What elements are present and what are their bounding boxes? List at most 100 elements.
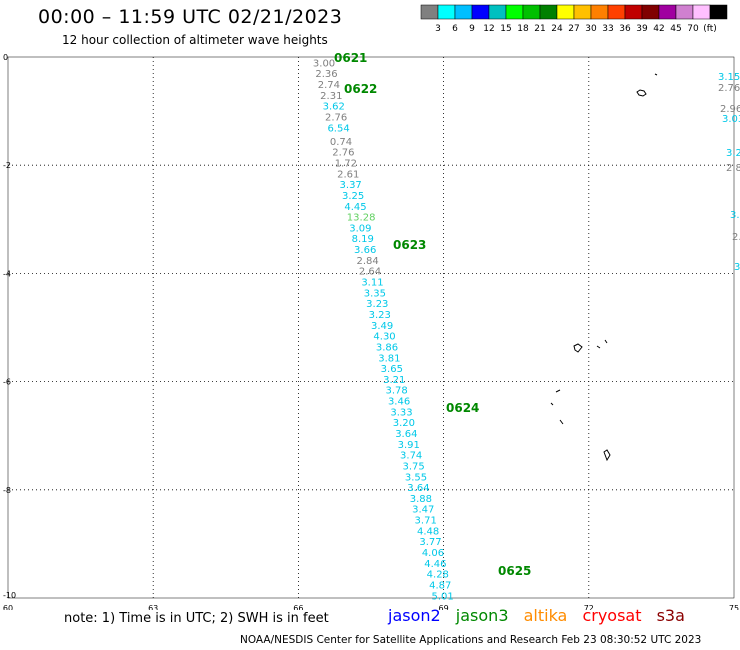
- colorbar-label: (ft): [703, 24, 717, 34]
- wave-height-label: 3.47: [412, 505, 434, 516]
- wave-height-label: 2.74: [318, 80, 340, 91]
- wave-height-label: 3.78: [386, 386, 408, 397]
- wave-height-label: 3.62: [323, 102, 345, 113]
- svg-text:3.: 3.: [730, 210, 740, 221]
- svg-text:3: 3: [734, 262, 740, 273]
- wave-height-label: 3.55: [405, 472, 427, 483]
- wave-height-label: 3.65: [381, 364, 403, 375]
- colorbar-label: 24: [551, 24, 563, 34]
- wave-height-label: 3.74: [400, 451, 422, 462]
- wave-height-label: 3.46: [388, 397, 410, 408]
- wave-height-label: 4.30: [373, 332, 395, 343]
- svg-text:3.2: 3.2: [726, 148, 740, 159]
- wave-height-label: 3.35: [364, 288, 386, 299]
- colorbar-label: 39: [636, 24, 648, 34]
- color-scale-bar: 3 6 9 12 15 18 21 24 27 30 33 36 39 42 45 70 (ft): [420, 4, 728, 34]
- island-outlines: [550, 73, 658, 462]
- colorbar-swatch: [709, 4, 728, 20]
- wave-height-label: 3.88: [410, 494, 432, 505]
- wave-height-label: 13.28: [347, 213, 376, 224]
- colorbar-label: 3: [435, 24, 441, 34]
- lon-tick-label: 72: [584, 604, 594, 610]
- lat-tick-label: -2: [3, 161, 11, 170]
- wave-height-label: 4.45: [344, 202, 366, 213]
- pass-time-labels: 0621 0622 0623 0624 0625: [334, 51, 531, 578]
- colorbar-label: 12: [483, 24, 494, 34]
- wave-height-label: 2.31: [320, 91, 342, 102]
- wave-height-label: 2.76: [332, 148, 354, 159]
- colorbar-label: 70: [687, 24, 699, 34]
- colorbar-label: 9: [469, 24, 475, 34]
- footnote: note: 1) Time is in UTC; 2) SWH is in fe…: [64, 611, 329, 626]
- lon-tick-label: 66: [293, 604, 303, 610]
- wave-height-label: 3.11: [361, 278, 383, 289]
- wave-height-label: 4.06: [422, 548, 444, 559]
- page-subtitle: 12 hour collection of altimeter wave hei…: [62, 33, 328, 47]
- wave-height-label: 3.86: [376, 342, 398, 353]
- wave-height-map: 60 63 66 69 72 75 0 -2 -4 -6 -8 -10 3.15 2.76 2.96 …: [3, 51, 740, 610]
- pass-label: 0625: [498, 564, 531, 578]
- lon-tick-label: 63: [148, 604, 158, 610]
- map-grid: 60 63 66 69 72 75 0 -2 -4 -6 -8 -10: [3, 53, 739, 610]
- wave-height-label: 2.76: [325, 113, 347, 124]
- legend-s3a: s3a: [656, 606, 685, 625]
- adjacent-track-fragments: 3.15 2.76 2.96 3.03 3.2 2.8 3. 2. 3: [718, 72, 740, 273]
- wave-height-label: 3.25: [342, 191, 364, 202]
- wave-height-label: 2.61: [337, 169, 359, 180]
- wave-height-label: 3.37: [340, 180, 362, 191]
- wave-height-label: 3.33: [390, 407, 412, 418]
- svg-text:3.15: 3.15: [718, 72, 740, 83]
- svg-text:2.96: 2.96: [720, 104, 740, 115]
- svg-text:2.76: 2.76: [718, 83, 740, 94]
- wave-height-label: 5.01: [432, 591, 454, 602]
- lat-tick-label: -4: [3, 269, 11, 278]
- colorbar-label: 15: [500, 24, 511, 34]
- wave-height-label: 8.19: [352, 234, 374, 245]
- wave-height-label: 3.00: [313, 58, 335, 69]
- wave-height-label: 3.64: [395, 429, 417, 440]
- colorbar-label: 45: [670, 24, 681, 34]
- wave-height-label: 3.77: [419, 537, 441, 548]
- lat-tick-label: 0: [3, 53, 8, 62]
- wave-height-label: 2.84: [356, 256, 378, 267]
- wave-height-label: 2.36: [315, 69, 337, 80]
- wave-height-label: 3.20: [393, 418, 415, 429]
- wave-height-label: 3.66: [354, 245, 376, 256]
- wave-height-label: 3.91: [398, 440, 420, 451]
- legend-jason2: jason2: [388, 606, 441, 625]
- svg-text:2.8: 2.8: [726, 163, 740, 174]
- wave-height-label: 3.81: [378, 353, 400, 364]
- pass-label: 0622: [344, 82, 377, 96]
- lon-tick-label: 60: [3, 604, 13, 610]
- wave-height-label: 2.64: [359, 267, 381, 278]
- observation-labels: 3.002.362.742.313.622.766.540.742.761.72…: [313, 58, 454, 602]
- svg-text:2.: 2.: [732, 232, 740, 243]
- colorbar-label: 6: [452, 24, 458, 34]
- colorbar-label: 33: [602, 24, 613, 34]
- lon-tick-label: 69: [439, 604, 449, 610]
- lat-tick-label: -8: [3, 486, 11, 495]
- colorbar-label: 18: [517, 24, 529, 34]
- colorbar-label: 21: [534, 24, 545, 34]
- wave-height-label: 3.23: [366, 299, 388, 310]
- colorbar-label: 30: [585, 24, 597, 34]
- wave-height-label: 3.21: [383, 375, 405, 386]
- colorbar-label: 42: [653, 24, 664, 34]
- legend-cryosat: cryosat: [582, 606, 642, 625]
- pass-label: 0623: [393, 238, 426, 252]
- credit-footer: NOAA/NESDIS Center for Satellite Applica…: [240, 634, 702, 646]
- lat-tick-label: -6: [3, 378, 11, 387]
- wave-height-label: 3.49: [371, 321, 393, 332]
- wave-height-label: 1.72: [335, 158, 357, 169]
- colorbar-label: 27: [568, 24, 579, 34]
- wave-height-label: 4.48: [417, 526, 439, 537]
- pass-label: 0624: [446, 401, 479, 415]
- legend-jason3: jason3: [455, 606, 509, 625]
- wave-height-label: 3.23: [369, 310, 391, 321]
- wave-height-label: 3.64: [407, 483, 429, 494]
- wave-height-label: 3.75: [402, 461, 424, 472]
- lat-tick-label: -10: [3, 591, 16, 600]
- wave-height-label: 3.09: [349, 223, 371, 234]
- wave-height-label: 4.46: [424, 559, 446, 570]
- page-title: 00:00 – 11:59 UTC 02/21/2023: [38, 6, 343, 28]
